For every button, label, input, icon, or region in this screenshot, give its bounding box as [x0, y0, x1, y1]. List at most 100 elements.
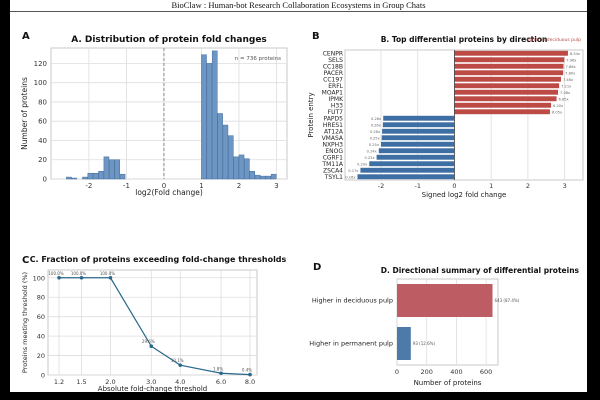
threshold-fraction-linechart: 0 20 40 60 80 100 1.2 1.5 2.0 3.0 4.0 6.0 8.0 100.0% 1… — [21, 255, 287, 393]
svg-text:Number of proteins: Number of proteins — [20, 77, 29, 150]
svg-text:MOAP1: MOAP1 — [322, 89, 344, 96]
svg-text:0.20x: 0.20x — [357, 162, 368, 166]
svg-text:CC197: CC197 — [323, 76, 343, 83]
svg-text:80: 80 — [37, 294, 45, 302]
svg-text:0.17x: 0.17x — [348, 169, 359, 173]
svg-text:643 (87.4%): 643 (87.4%) — [495, 298, 520, 303]
svg-text:7.21x: 7.21x — [561, 84, 572, 88]
svg-text:B. Top differential proteins b: B. Top differential proteins by directio… — [381, 35, 548, 44]
directional-summary-barchart: 0 200 400 600 Higher in deciduous pulp 643 (8… — [309, 266, 580, 387]
svg-text:-2: -2 — [378, 182, 384, 190]
svg-text:HRES1: HRES1 — [323, 122, 343, 129]
svg-text:TSYL1: TSYL1 — [324, 174, 343, 181]
svg-text:0.26x: 0.26x — [371, 117, 382, 121]
svg-text:2.0: 2.0 — [105, 378, 115, 386]
svg-text:400: 400 — [450, 368, 462, 376]
svg-text:20: 20 — [38, 156, 47, 164]
svg-text:4.0: 4.0 — [175, 378, 185, 386]
svg-text:93 (12.6%): 93 (12.6%) — [413, 341, 436, 346]
svg-text:1.2: 1.2 — [54, 378, 64, 386]
panel-d-chart: 0 200 400 600 Higher in deciduous pulp 643 (8… — [305, 252, 587, 392]
panel-b-letter: B — [312, 31, 320, 42]
svg-text:log2(Fold change): log2(Fold change) — [135, 188, 203, 197]
svg-text:0: 0 — [41, 372, 45, 380]
svg-text:CC18B: CC18B — [323, 63, 343, 70]
svg-text:60: 60 — [37, 313, 45, 321]
svg-text:-2: -2 — [85, 182, 92, 190]
svg-text:0.26x: 0.26x — [370, 130, 381, 134]
svg-text:0.4%: 0.4% — [242, 368, 252, 373]
svg-text:7.46x: 7.46x — [563, 78, 574, 82]
svg-text:40: 40 — [38, 137, 47, 145]
svg-text:H33: H33 — [331, 102, 343, 109]
svg-text:80: 80 — [38, 98, 47, 106]
svg-text:ERFL: ERFL — [328, 83, 343, 90]
protein-bars — [357, 50, 568, 180]
svg-text:0.16x: 0.16x — [345, 175, 356, 179]
svg-text:D. Directional summary of diff: D. Directional summary of differential p… — [381, 266, 580, 275]
panel-b-chart: -2 -1 0 1 2 3 CENPR 8.54x SELS 7.96x CC18B 7.86x PAC… — [305, 32, 587, 200]
svg-text:n = 736 proteins: n = 736 proteins — [235, 56, 281, 62]
summary-bar — [397, 284, 493, 317]
svg-text:100.0%: 100.0% — [48, 271, 63, 276]
svg-text:8.0: 8.0 — [245, 378, 255, 386]
svg-text:C. Fraction of proteins exceed: C. Fraction of proteins exceeding fold-c… — [30, 255, 287, 264]
svg-text:3: 3 — [274, 182, 278, 190]
svg-text:40: 40 — [37, 333, 45, 341]
histogram-bars — [66, 50, 277, 180]
svg-text:IPMK: IPMK — [329, 96, 345, 103]
svg-text:0.25x: 0.25x — [369, 143, 380, 147]
panel-c-letter: C — [22, 255, 30, 266]
svg-text:A. Distribution of protein fol: A. Distribution of protein fold changes — [71, 35, 267, 45]
svg-text:100: 100 — [33, 274, 45, 282]
svg-text:Proteins meeting threshold (%): Proteins meeting threshold (%) — [21, 272, 29, 373]
svg-text:Absolute fold-change threshold: Absolute fold-change threshold — [98, 385, 207, 392]
panel-c-chart: 0 20 40 60 80 100 1.2 1.5 2.0 3.0 4.0 6.0 8.0 100.0% 1… — [18, 250, 308, 393]
svg-text:CENPR: CENPR — [323, 50, 343, 57]
svg-text:0: 0 — [43, 176, 47, 184]
svg-text:600: 600 — [480, 368, 492, 376]
panel-a-letter: A — [22, 31, 30, 42]
svg-text:7.80x: 7.80x — [565, 71, 576, 75]
svg-text:6.20x: 6.20x — [553, 104, 564, 108]
svg-text:1: 1 — [489, 182, 493, 190]
svg-text:PAPD5: PAPD5 — [324, 115, 344, 122]
svg-text:0: 0 — [395, 368, 399, 376]
svg-text:ENOG: ENOG — [325, 148, 343, 155]
svg-text:6.0: 6.0 — [216, 378, 226, 386]
svg-text:Number of proteins: Number of proteins — [414, 379, 482, 387]
svg-text:0.24x: 0.24x — [367, 149, 378, 153]
svg-text:ZSCA4: ZSCA4 — [323, 167, 343, 174]
svg-text:2: 2 — [237, 182, 241, 190]
svg-text:0.23x: 0.23x — [364, 156, 375, 160]
top-differential-proteins-barchart: -2 -1 0 1 2 3 CENPR 8.54x SELS 7.96x CC18B 7.86x PAC… — [307, 35, 584, 199]
svg-text:CGRF1: CGRF1 — [323, 154, 343, 161]
header-rule — [10, 11, 587, 12]
svg-text:60: 60 — [38, 118, 47, 126]
svg-text:7.96x: 7.96x — [566, 58, 577, 62]
svg-text:-1: -1 — [123, 182, 130, 190]
svg-text:7.08x: 7.08x — [560, 91, 571, 95]
svg-text:0.26x: 0.26x — [371, 123, 382, 127]
svg-text:AT12A: AT12A — [324, 128, 344, 135]
svg-text:0: 0 — [452, 182, 456, 190]
svg-text:Higher in deciduous pulp: Higher in deciduous pulp — [312, 297, 393, 305]
svg-text:Higher in permanent pulp: Higher in permanent pulp — [309, 340, 393, 348]
svg-text:8.54x: 8.54x — [570, 52, 581, 56]
svg-text:1.8%: 1.8% — [213, 366, 223, 371]
svg-text:2: 2 — [526, 182, 530, 190]
svg-text:7.86x: 7.86x — [566, 65, 577, 69]
panel-a-chart: 0 20 40 60 80 100 120 -2 -1 0 1 2 3 n = 736 proteins A… — [18, 32, 308, 200]
panel-d-letter: D — [313, 262, 322, 273]
svg-text:PACER: PACER — [324, 70, 343, 77]
svg-text:100: 100 — [34, 79, 47, 87]
svg-text:20: 20 — [37, 352, 45, 360]
svg-text:10.1%: 10.1% — [171, 358, 184, 363]
document-header-title: BioClaw : Human-bot Research Collaborati… — [171, 0, 426, 10]
svg-text:VMASA: VMASA — [322, 135, 344, 142]
svg-text:SELS: SELS — [328, 57, 343, 64]
svg-text:29.6%: 29.6% — [142, 339, 155, 344]
svg-text:-1: -1 — [414, 182, 420, 190]
svg-text:3.0: 3.0 — [146, 378, 156, 386]
